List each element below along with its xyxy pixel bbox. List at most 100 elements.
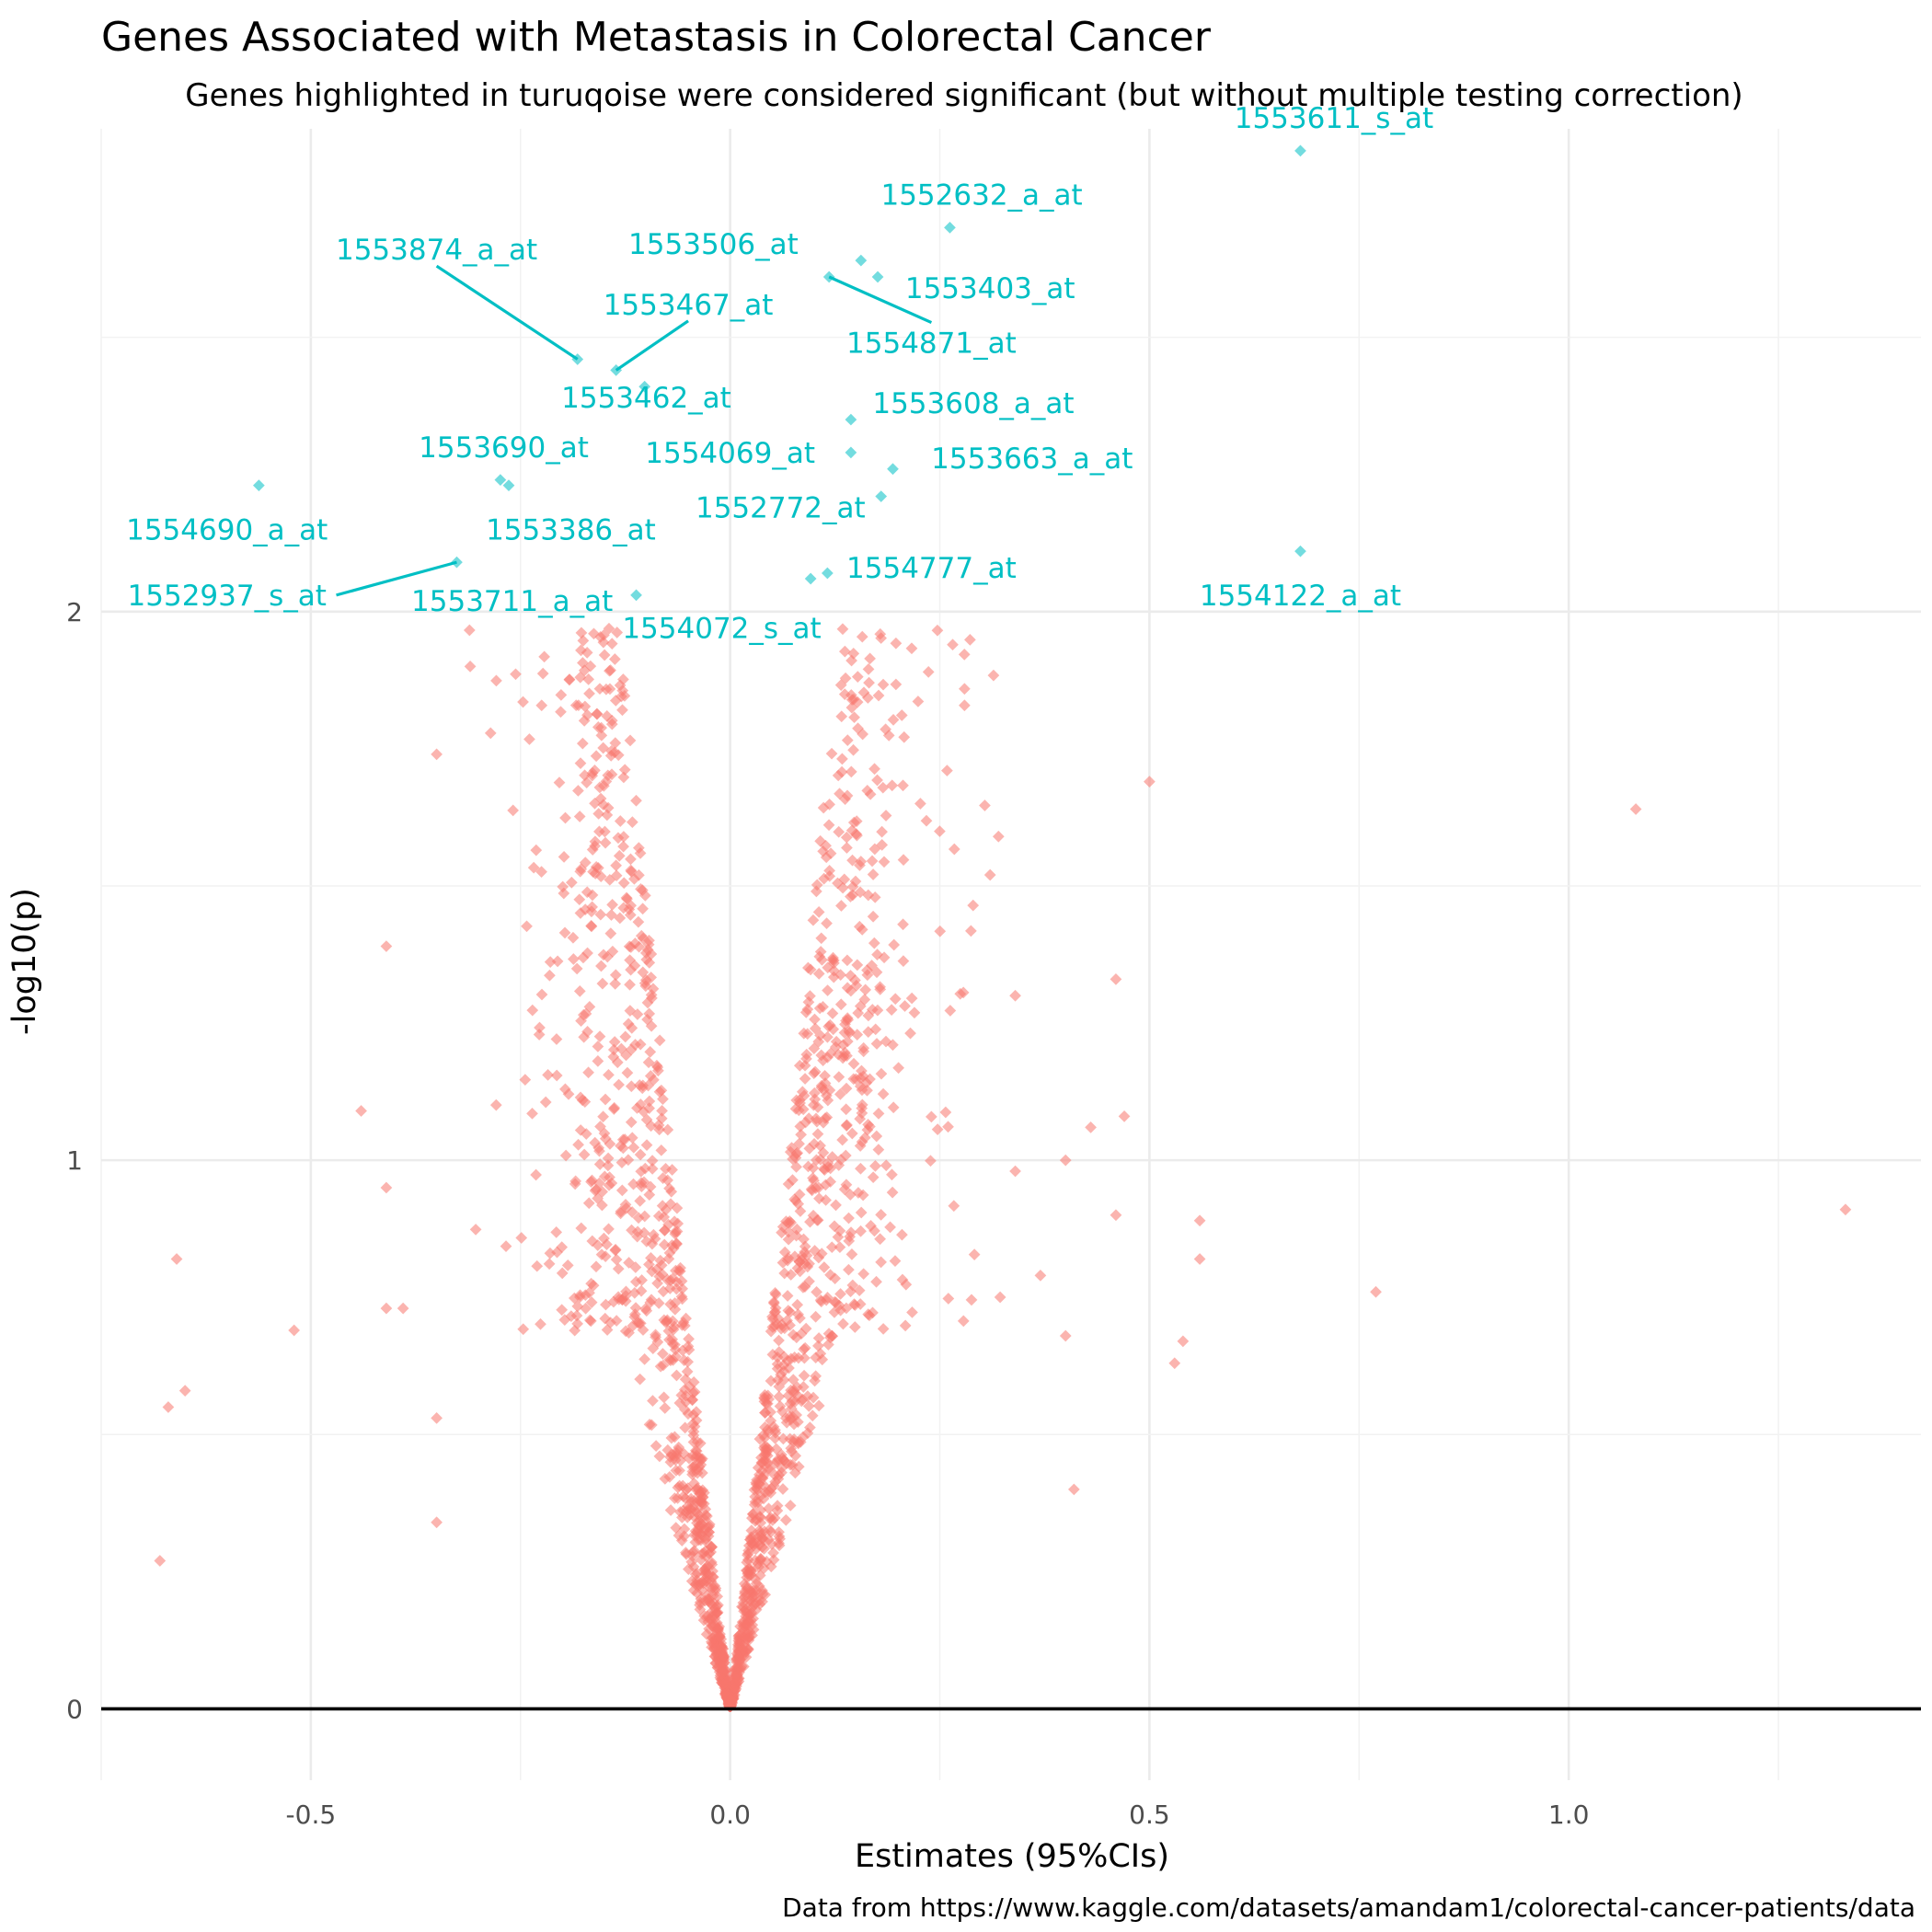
outlier-point <box>1177 1335 1190 1348</box>
background-point <box>603 1068 615 1081</box>
background-point <box>539 1096 552 1109</box>
background-point <box>510 668 522 681</box>
background-point <box>870 1130 883 1143</box>
y-tick-label: 2 <box>66 597 83 627</box>
background-point <box>653 1450 666 1463</box>
significant-point <box>944 221 956 234</box>
background-point <box>868 763 880 776</box>
outlier-point <box>1193 1214 1206 1227</box>
background-point <box>550 1069 563 1082</box>
background-point <box>821 917 833 930</box>
background-point <box>556 1304 569 1317</box>
gene-label: 1553690_at <box>419 431 589 465</box>
background-point <box>598 649 611 661</box>
background-point <box>578 1148 591 1161</box>
background-point <box>812 1332 825 1344</box>
background-point <box>867 1171 880 1184</box>
outlier-point <box>1144 776 1156 788</box>
gene-label: 1553611_s_at <box>1235 102 1433 135</box>
significant-point <box>822 270 835 283</box>
background-point <box>531 1259 544 1272</box>
background-point <box>484 727 497 740</box>
background-point <box>897 854 910 866</box>
significant-point <box>1294 144 1306 157</box>
gene-label: 1554777_at <box>846 552 1017 585</box>
background-point <box>889 1255 902 1267</box>
background-point <box>773 1390 786 1403</box>
background-point <box>948 843 960 856</box>
background-point <box>573 985 586 997</box>
outlier-point <box>178 1385 191 1397</box>
outlier-point <box>1839 1203 1852 1216</box>
gene-label: 1554871_at <box>846 328 1017 361</box>
background-point <box>815 932 828 945</box>
background-point <box>627 1178 639 1190</box>
background-point <box>553 776 566 789</box>
background-point <box>869 1160 881 1172</box>
outlier-point <box>154 1555 167 1567</box>
x-tick-label: -0.5 <box>286 1800 337 1830</box>
background-point <box>592 1054 604 1067</box>
background-point <box>555 706 567 719</box>
background-point <box>555 688 568 701</box>
background-point <box>948 1200 960 1213</box>
background-point <box>784 1500 797 1512</box>
background-point <box>626 816 638 828</box>
background-point <box>596 977 609 990</box>
background-point <box>899 1319 912 1332</box>
background-point <box>826 1007 839 1019</box>
gene-label: 1554072_s_at <box>622 613 821 646</box>
outlier-point <box>1118 1110 1131 1122</box>
outlier-point <box>1168 1357 1181 1370</box>
background-point <box>521 920 533 933</box>
background-point <box>905 992 918 1005</box>
background-point <box>836 753 848 765</box>
background-point <box>601 809 614 822</box>
background-point <box>469 1224 482 1236</box>
background-point <box>892 1062 904 1075</box>
background-point <box>592 1041 604 1052</box>
background-point <box>847 1057 860 1070</box>
background-point <box>875 1256 887 1269</box>
background-point <box>941 765 953 776</box>
background-point <box>781 1290 794 1302</box>
outlier-point <box>431 1516 443 1529</box>
background-point <box>886 1168 898 1181</box>
background-point <box>536 667 549 680</box>
outlier-point <box>464 661 477 673</box>
background-point <box>825 747 838 760</box>
significant-point <box>875 490 888 502</box>
background-point <box>798 1369 811 1382</box>
background-point <box>773 1334 785 1347</box>
non-significant-points <box>154 661 1852 1567</box>
background-point <box>595 960 607 972</box>
background-point <box>535 988 548 1001</box>
outlier-point <box>1059 1154 1072 1167</box>
background-point <box>866 855 879 868</box>
background-point <box>931 1123 944 1135</box>
background-point <box>573 893 586 906</box>
background-point <box>843 1212 855 1225</box>
background-point <box>604 664 615 677</box>
gene-label: 1553506_at <box>628 228 799 261</box>
background-point <box>835 710 848 723</box>
significant-gene-labels: 1553611_s_at 1552632_a_at 1553506_at 155340… <box>126 102 1433 646</box>
background-point <box>608 1101 621 1114</box>
background-point <box>574 757 587 769</box>
background-point <box>947 638 959 651</box>
background-point <box>877 1087 890 1100</box>
background-point <box>599 1093 612 1106</box>
background-point <box>614 815 627 827</box>
background-point <box>926 1110 937 1123</box>
background-point <box>855 1225 867 1237</box>
significant-point <box>804 572 817 585</box>
background-point <box>885 1004 898 1017</box>
background-point <box>791 1298 804 1311</box>
background-point <box>987 669 1000 682</box>
label-leader-lines <box>336 264 933 597</box>
background-point <box>609 969 622 982</box>
background-point <box>617 771 630 784</box>
background-point <box>880 810 892 822</box>
background-point <box>912 696 925 707</box>
background-point <box>964 633 976 646</box>
